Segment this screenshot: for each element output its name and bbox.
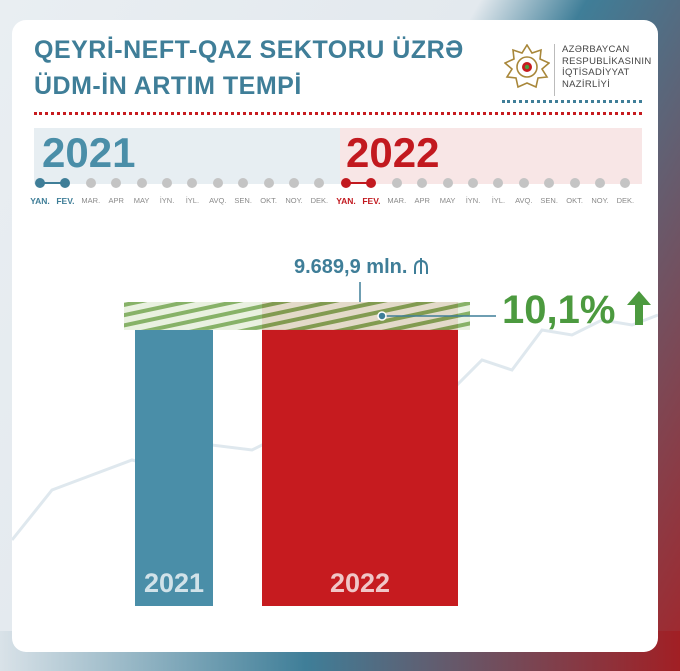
timeline-month-label: YAN.	[30, 196, 50, 206]
growth-percentage-text: 10,1%	[502, 288, 616, 332]
timeline-month-label: AVQ.	[515, 196, 533, 205]
timeline-month-label: İYN.	[159, 196, 175, 205]
timeline-month-label: FEV.	[362, 196, 381, 206]
timeline-month-label: İYL.	[491, 196, 506, 205]
header-separator	[34, 112, 642, 115]
growth-percentage: 10,1%	[502, 288, 651, 333]
timeline-dot	[518, 178, 529, 188]
timeline-dot	[263, 178, 274, 188]
timeline-dot	[569, 178, 580, 188]
timeline-month-label: İYL.	[185, 196, 200, 205]
growth-marker	[377, 311, 387, 321]
timeline-month-label: NOY.	[285, 196, 303, 205]
timeline-dot	[162, 178, 172, 188]
year-label-2022: 2022	[346, 129, 440, 176]
timeline-dot	[289, 178, 299, 188]
timeline-dot	[136, 178, 147, 188]
timeline-dot	[468, 178, 478, 188]
ministry-emblem-icon	[504, 44, 550, 89]
timeline-month-label: APR	[414, 196, 430, 205]
value-label-text: 9.689,9 mln.	[294, 256, 408, 278]
timeline-month-label: OKT.	[260, 196, 277, 205]
ministry-name-line2: RESPUBLİKASININ	[562, 55, 652, 67]
ministry-name: AZƏRBAYCAN RESPUBLİKASININ İQTİSADİYYAT …	[562, 44, 652, 90]
bar-2022	[262, 302, 458, 606]
ministry-name-line1: AZƏRBAYCAN	[562, 44, 630, 55]
timeline-band-2022	[340, 128, 642, 184]
timeline-dot	[341, 178, 351, 188]
timeline-dot	[111, 178, 122, 188]
timeline-dot	[366, 178, 377, 188]
year-label-2021: 2021	[42, 129, 136, 176]
ministry-logo: AZƏRBAYCAN RESPUBLİKASININ İQTİSADİYYAT …	[502, 42, 652, 102]
timeline-progress-2021	[40, 182, 66, 184]
timeline-dot	[620, 178, 631, 188]
bar-label-2021: 2021	[143, 568, 205, 598]
timeline-dot	[238, 178, 249, 188]
manat-icon	[413, 258, 428, 274]
timeline-month-label: MAY	[439, 196, 456, 205]
logo-separator	[554, 44, 555, 96]
timeline-month-label: OKT.	[566, 196, 583, 205]
timeline-dot	[212, 178, 223, 188]
ministry-name-line3: İQTİSADİYYAT	[562, 67, 630, 78]
timeline-progress-2022	[346, 182, 372, 184]
timeline-dot	[35, 178, 45, 188]
logo-underline	[502, 100, 642, 103]
timeline-dot	[187, 178, 198, 188]
timeline-dot	[60, 178, 71, 188]
timeline-month-label: MAY	[133, 196, 150, 205]
timeline-dot	[544, 178, 555, 188]
timeline-month-label: İYN.	[465, 196, 481, 205]
timeline-dot	[85, 178, 96, 188]
timeline-month-label: APR	[108, 196, 124, 205]
timeline-dot	[417, 178, 428, 188]
value-label-2022: 9.689,9 mln.	[294, 256, 429, 279]
timeline-dot	[595, 178, 605, 188]
timeline-month-label: NOY.	[591, 196, 609, 205]
page-title-line1: QEYRİ-NEFT-QAZ SEKTORU ÜZRƏ	[34, 36, 464, 64]
timeline-month-label: MAR.	[81, 196, 101, 205]
timeline-dot	[314, 178, 325, 188]
timeline-dot	[493, 178, 504, 188]
bar-2021	[135, 329, 213, 606]
timeline-month-label: DEK.	[616, 196, 635, 205]
timeline-month-label: FEV.	[56, 196, 75, 206]
bar-label-2022: 2022	[329, 568, 391, 598]
ministry-name-line4: NAZİRLİYİ	[562, 78, 611, 90]
infographic-card: QEYRİ-NEFT-QAZ SEKTORU ÜZRƏ ÜDM-İN ARTIM…	[12, 20, 658, 652]
timeline-month-label: YAN.	[336, 196, 356, 206]
timeline-band-2021	[34, 128, 340, 184]
timeline-dot	[391, 178, 402, 188]
timeline-month-label: DEK.	[310, 196, 329, 205]
timeline-month-label: SEN.	[234, 196, 252, 205]
timeline-month-label: AVQ.	[209, 196, 227, 205]
arrow-up-icon	[626, 291, 651, 325]
timeline-dot	[442, 178, 453, 188]
gdp-growth-chart	[124, 282, 496, 606]
timeline-month-label: SEN.	[540, 196, 558, 205]
timeline-month-label: MAR.	[387, 196, 407, 205]
page-title-line2: ÜDM-İN ARTIM TEMPİ	[34, 72, 302, 100]
